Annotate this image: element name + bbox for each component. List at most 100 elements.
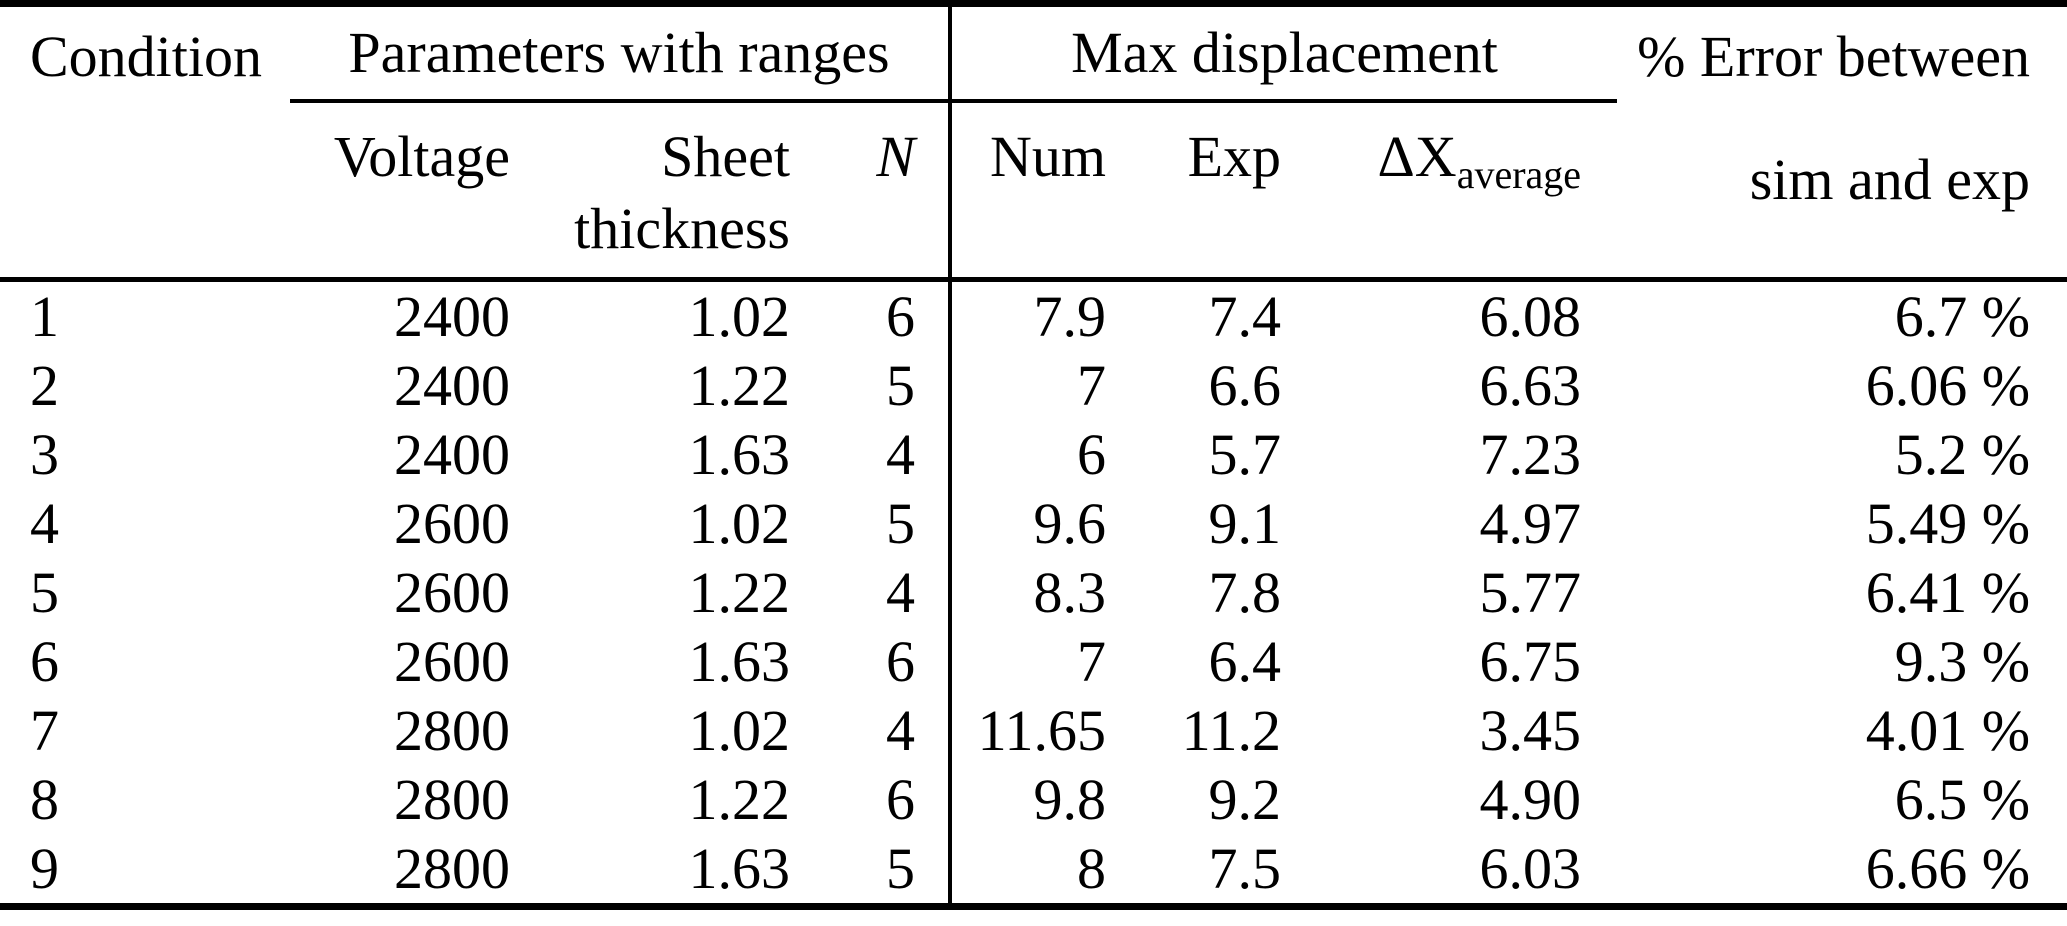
cell-n: 6 [800, 279, 953, 351]
cell-sheet-thickness: 1.02 [688, 491, 791, 556]
cell-n: 4 [800, 558, 953, 627]
table-row: 7 2800 1.02 4 11.65 11.2 3.45 4.01 % [0, 696, 2067, 765]
cell-num-displacement: 7 [1077, 629, 1107, 694]
column-header-error-line2: sim and exp [1749, 147, 2031, 212]
cell-condition: 3 [30, 422, 59, 487]
column-header-num: Num [950, 100, 1117, 282]
cell-delta-x-average: 6.75 [1479, 629, 1582, 694]
cell-exp-displacement: 11.2 [1181, 698, 1282, 763]
cell-condition: 2 [30, 353, 59, 418]
cell-num-displacement: 8 [1077, 836, 1107, 901]
table-row: 5 2600 1.22 4 8.3 7.8 5.77 6.41 % [0, 558, 2067, 627]
cell-voltage: 2400 [394, 353, 510, 418]
cell-n: 4 [800, 696, 953, 765]
cell-voltage: 2400 [394, 422, 510, 487]
cell-exp-displacement: 7.8 [1208, 560, 1282, 625]
cell-delta-x-average: 4.90 [1479, 767, 1582, 832]
cell-num-displacement: 9.6 [1033, 491, 1107, 556]
column-header-sheet-thickness: Sheet thickness [520, 100, 800, 282]
cell-sheet-thickness: 1.02 [688, 698, 791, 763]
table-row: 1 2400 1.02 6 7.9 7.4 6.08 6.7 % [0, 279, 2067, 351]
cell-exp-displacement: 5.7 [1208, 422, 1282, 487]
cell-sheet-thickness: 1.63 [688, 629, 791, 694]
cell-sheet-thickness: 1.63 [688, 836, 791, 901]
group-header-parameters-with-ranges: Parameters with ranges [290, 3, 953, 103]
column-header-delta-x-average: ΔXaverage [1291, 100, 1618, 282]
cell-condition: 6 [30, 629, 59, 694]
sheet-thickness-line2: thickness [574, 195, 790, 261]
cell-condition: 7 [30, 698, 59, 763]
cell-sheet-thickness: 1.22 [688, 560, 791, 625]
cell-num-displacement: 7.9 [1033, 284, 1107, 349]
cell-voltage: 2600 [394, 629, 510, 694]
cell-error-percent: 5.49 % [1865, 491, 2031, 556]
cell-error-percent: 9.3 % [1894, 629, 2031, 694]
header-row-groups: Condition Parameters with ranges Max dis… [0, 3, 2067, 282]
table-row: 4 2600 1.02 5 9.6 9.1 4.97 5.49 % [0, 489, 2067, 558]
cell-exp-displacement: 7.4 [1208, 284, 1282, 349]
cell-delta-x-average: 6.03 [1479, 836, 1582, 901]
cell-num-displacement: 9.8 [1033, 767, 1107, 832]
cell-exp-displacement: 6.4 [1208, 629, 1282, 694]
cell-delta-x-average: 6.63 [1479, 353, 1582, 418]
cell-error-percent: 6.66 % [1865, 836, 2031, 901]
group-header-max-displacement: Max displacement [950, 3, 1618, 103]
cell-num-displacement: 7 [1077, 353, 1107, 418]
cell-error-percent: 6.7 % [1894, 284, 2031, 349]
delta-x-symbol: ΔX [1377, 123, 1457, 189]
cell-voltage: 2800 [394, 836, 510, 901]
cell-error-percent: 5.2 % [1894, 422, 2031, 487]
column-header-condition: Condition [0, 3, 290, 282]
cell-exp-displacement: 9.1 [1208, 491, 1282, 556]
column-header-error-line1: % Error between [1637, 24, 2031, 89]
cell-condition: 8 [30, 767, 59, 832]
table-row: 9 2800 1.63 5 8 7.5 6.03 6.66 % [0, 834, 2067, 907]
cell-voltage: 2600 [394, 560, 510, 625]
cell-delta-x-average: 6.08 [1479, 284, 1582, 349]
cell-sheet-thickness: 1.22 [688, 767, 791, 832]
cell-num-displacement: 8.3 [1033, 560, 1107, 625]
cell-n: 5 [800, 351, 953, 420]
header-row-subcolumns: Voltage Sheet thickness N Num Exp ΔXaver… [0, 100, 2067, 282]
cell-n: 4 [800, 420, 953, 489]
cell-n: 6 [800, 765, 953, 834]
cell-sheet-thickness: 1.63 [688, 422, 791, 487]
column-header-voltage: Voltage [290, 100, 520, 282]
cell-condition: 4 [30, 491, 59, 556]
cell-num-displacement: 11.65 [977, 698, 1107, 763]
cell-voltage: 2800 [394, 698, 510, 763]
cell-voltage: 2600 [394, 491, 510, 556]
cell-voltage: 2400 [394, 284, 510, 349]
cell-delta-x-average: 5.77 [1479, 560, 1582, 625]
cell-condition: 9 [30, 836, 59, 901]
cell-delta-x-average: 7.23 [1479, 422, 1582, 487]
table-row: 6 2600 1.63 6 7 6.4 6.75 9.3 % [0, 627, 2067, 696]
cell-delta-x-average: 3.45 [1479, 698, 1582, 763]
cell-num-displacement: 6 [1077, 422, 1107, 487]
table-row: 3 2400 1.63 4 6 5.7 7.23 5.2 % [0, 420, 2067, 489]
cell-exp-displacement: 9.2 [1208, 767, 1282, 832]
cell-n: 5 [800, 489, 953, 558]
cell-error-percent: 6.41 % [1865, 560, 2031, 625]
cell-condition: 5 [30, 560, 59, 625]
table-row: 8 2800 1.22 6 9.8 9.2 4.90 6.5 % [0, 765, 2067, 834]
cell-exp-displacement: 6.6 [1208, 353, 1282, 418]
cell-sheet-thickness: 1.22 [688, 353, 791, 418]
column-header-n: N [800, 100, 953, 282]
cell-delta-x-average: 4.97 [1479, 491, 1582, 556]
cell-error-percent: 6.5 % [1894, 767, 2031, 832]
table-row: 2 2400 1.22 5 7 6.6 6.63 6.06 % [0, 351, 2067, 420]
column-header-error: % Error between sim and exp [1617, 3, 2067, 282]
cell-exp-displacement: 7.5 [1208, 836, 1282, 901]
delta-x-subscript: average [1456, 151, 1582, 197]
cell-n: 5 [800, 834, 953, 907]
cell-error-percent: 4.01 % [1865, 698, 2031, 763]
column-header-exp: Exp [1116, 100, 1292, 282]
cell-voltage: 2800 [394, 767, 510, 832]
table-body: 1 2400 1.02 6 7.9 7.4 6.08 6.7 % 2 2400 … [0, 279, 2067, 907]
cell-error-percent: 6.06 % [1865, 353, 2031, 418]
cell-n: 6 [800, 627, 953, 696]
cell-condition: 1 [30, 284, 59, 349]
